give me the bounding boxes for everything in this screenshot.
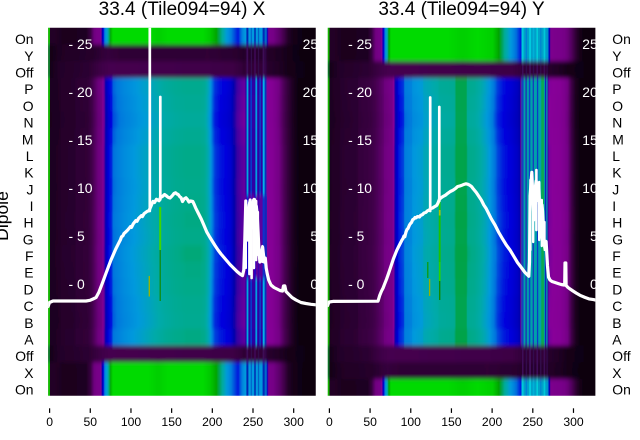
svg-text:25: 25 (303, 36, 319, 52)
svg-text:Y: Y (612, 48, 621, 64)
svg-text:25: 25 (582, 36, 598, 52)
svg-text:M: M (22, 131, 34, 147)
svg-text:A: A (612, 331, 622, 347)
svg-text:- 0: - 0 (348, 276, 364, 292)
svg-text:5: 5 (590, 228, 598, 244)
svg-text:On: On (612, 31, 631, 47)
svg-text:33.4 (Tile094=94) X: 33.4 (Tile094=94) X (99, 0, 266, 20)
svg-text:B: B (612, 315, 621, 331)
svg-text:Y: Y (24, 48, 33, 64)
svg-text:Off: Off (612, 348, 630, 364)
svg-text:150: 150 (161, 415, 182, 429)
svg-text:J: J (612, 181, 619, 197)
svg-text:0: 0 (310, 276, 318, 292)
svg-text:Dipole: Dipole (0, 191, 12, 241)
svg-text:33.4 (Tile094=94) Y: 33.4 (Tile094=94) Y (378, 0, 545, 20)
svg-text:- 25: - 25 (348, 36, 372, 52)
svg-text:N: N (23, 115, 33, 131)
svg-text:- 25: - 25 (69, 36, 93, 52)
svg-text:G: G (612, 231, 623, 247)
svg-text:E: E (612, 265, 621, 281)
svg-text:250: 250 (243, 415, 264, 429)
svg-text:X: X (24, 365, 33, 381)
svg-text:L: L (26, 148, 34, 164)
svg-text:20: 20 (303, 84, 319, 100)
svg-text:L: L (612, 148, 620, 164)
svg-text:250: 250 (523, 415, 544, 429)
svg-text:300: 300 (563, 415, 584, 429)
svg-text:200: 200 (202, 415, 223, 429)
svg-text:C: C (23, 298, 33, 314)
svg-text:K: K (24, 165, 34, 181)
svg-text:J: J (27, 181, 34, 197)
svg-text:F: F (612, 248, 621, 264)
svg-text:Off: Off (15, 348, 33, 364)
svg-text:15: 15 (582, 132, 598, 148)
svg-text:300: 300 (284, 415, 305, 429)
svg-text:On: On (15, 382, 34, 398)
svg-text:P: P (24, 81, 33, 97)
svg-text:- 10: - 10 (348, 180, 372, 196)
svg-text:0: 0 (326, 415, 333, 429)
svg-text:C: C (612, 298, 622, 314)
svg-text:- 5: - 5 (69, 228, 85, 244)
svg-text:O: O (23, 98, 34, 114)
svg-text:- 20: - 20 (348, 84, 372, 100)
svg-text:P: P (612, 81, 621, 97)
svg-text:50: 50 (363, 415, 377, 429)
svg-text:20: 20 (582, 84, 598, 100)
svg-text:0: 0 (46, 415, 53, 429)
svg-text:200: 200 (482, 415, 503, 429)
svg-text:100: 100 (121, 415, 142, 429)
svg-text:F: F (25, 248, 34, 264)
svg-text:50: 50 (84, 415, 98, 429)
svg-text:100: 100 (401, 415, 422, 429)
svg-text:- 0: - 0 (69, 276, 85, 292)
svg-text:- 20: - 20 (69, 84, 93, 100)
svg-text:I: I (612, 198, 616, 214)
svg-text:K: K (612, 165, 622, 181)
svg-text:A: A (24, 331, 34, 347)
svg-text:H: H (23, 215, 33, 231)
svg-text:On: On (612, 382, 631, 398)
svg-text:15: 15 (303, 132, 319, 148)
svg-text:10: 10 (582, 180, 598, 196)
svg-text:X: X (612, 365, 621, 381)
svg-text:I: I (30, 198, 34, 214)
svg-text:- 15: - 15 (348, 132, 372, 148)
svg-text:O: O (612, 98, 623, 114)
svg-text:10: 10 (303, 180, 319, 196)
svg-text:5: 5 (310, 228, 318, 244)
svg-text:Off: Off (612, 65, 630, 81)
svg-text:0: 0 (590, 276, 598, 292)
svg-text:D: D (23, 281, 33, 297)
svg-text:H: H (612, 215, 622, 231)
svg-text:D: D (612, 281, 622, 297)
svg-text:G: G (23, 231, 34, 247)
svg-text:- 5: - 5 (348, 228, 364, 244)
svg-text:N: N (612, 115, 622, 131)
svg-text:B: B (24, 315, 33, 331)
svg-text:M: M (612, 131, 624, 147)
svg-text:Off: Off (15, 65, 33, 81)
svg-text:E: E (24, 265, 33, 281)
svg-text:- 15: - 15 (69, 132, 93, 148)
svg-text:On: On (15, 31, 34, 47)
svg-text:- 10: - 10 (69, 180, 93, 196)
svg-text:150: 150 (441, 415, 462, 429)
